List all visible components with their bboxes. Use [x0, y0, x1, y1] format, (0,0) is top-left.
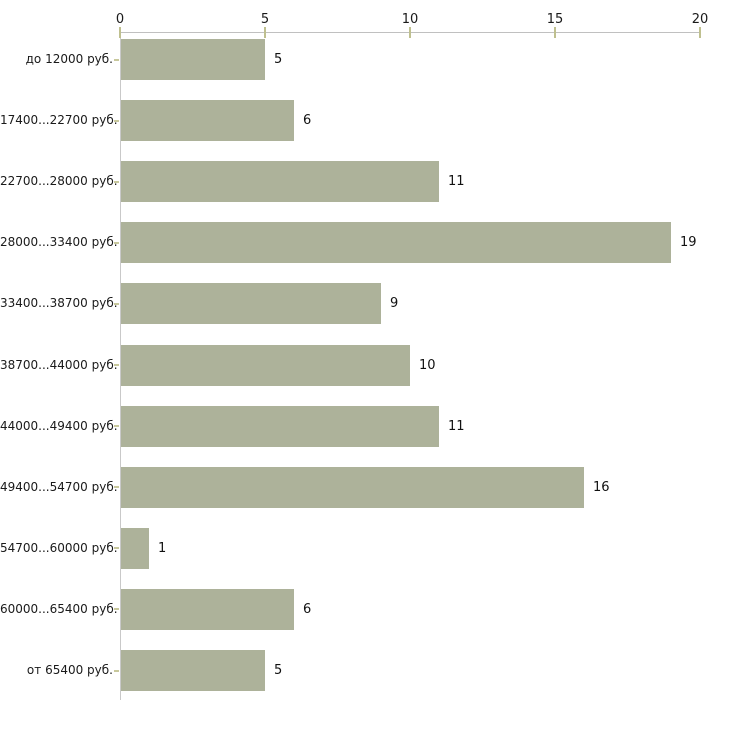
- value-label: 9: [390, 296, 399, 312]
- category-label: 33400...38700 руб.: [0, 296, 118, 311]
- x-axis-tick-label: 15: [546, 12, 564, 27]
- x-axis-tick-label: 20: [691, 12, 709, 27]
- bar: [121, 39, 265, 80]
- category-label: 28000...33400 руб.: [0, 235, 118, 250]
- bar: [121, 527, 149, 569]
- value-label: 6: [303, 113, 312, 129]
- bar: [121, 222, 671, 264]
- value-label: 1: [158, 540, 167, 556]
- category-label: до 12000 руб.: [25, 52, 113, 66]
- bar: [121, 650, 265, 691]
- category-label: 22700...28000 руб.: [0, 174, 118, 189]
- category-tick-mark: [114, 181, 119, 183]
- category-label: 49400...54700 руб.: [0, 479, 118, 494]
- bar: [121, 588, 294, 630]
- category-tick-mark: [114, 120, 119, 122]
- category-tick-mark: [114, 670, 119, 672]
- value-label: 16: [593, 479, 610, 495]
- bar: [121, 405, 439, 447]
- y-axis-line: [120, 32, 121, 700]
- value-label: 11: [448, 418, 465, 434]
- category-tick-mark: [114, 608, 119, 610]
- value-label: 19: [680, 235, 697, 251]
- value-label: 6: [303, 601, 312, 617]
- value-label: 5: [274, 663, 283, 678]
- category-label: 17400...22700 руб.: [0, 113, 118, 128]
- category-tick-mark: [114, 547, 119, 549]
- x-axis-tick-label: 10: [401, 12, 419, 27]
- category-label: 60000...65400 руб.: [0, 601, 118, 616]
- x-axis-tick: [409, 27, 411, 38]
- bar: [121, 283, 381, 325]
- value-label: 10: [419, 357, 436, 373]
- x-axis-tick: [264, 27, 266, 38]
- bar: [121, 466, 584, 508]
- category-tick-mark: [114, 486, 119, 488]
- bar: [121, 344, 410, 386]
- category-tick-mark: [114, 303, 119, 305]
- category-tick-mark: [114, 425, 119, 427]
- x-axis-tick-label: 0: [115, 12, 125, 27]
- bar: [121, 161, 439, 203]
- x-axis-tick-label: 5: [260, 12, 270, 27]
- value-label: 5: [274, 52, 283, 67]
- x-axis-tick: [554, 27, 556, 38]
- category-label: 38700...44000 руб.: [0, 357, 118, 372]
- category-label: 44000...49400 руб.: [0, 418, 118, 433]
- x-axis-tick: [699, 27, 701, 38]
- category-tick-mark: [114, 59, 119, 61]
- bar: [121, 100, 294, 142]
- category-tick-mark: [114, 242, 119, 244]
- category-label: 54700...60000 руб.: [0, 540, 118, 555]
- category-label: от 65400 руб.: [26, 663, 113, 677]
- value-label: 11: [448, 174, 465, 190]
- category-tick-mark: [114, 364, 119, 366]
- x-axis-tick: [119, 27, 121, 38]
